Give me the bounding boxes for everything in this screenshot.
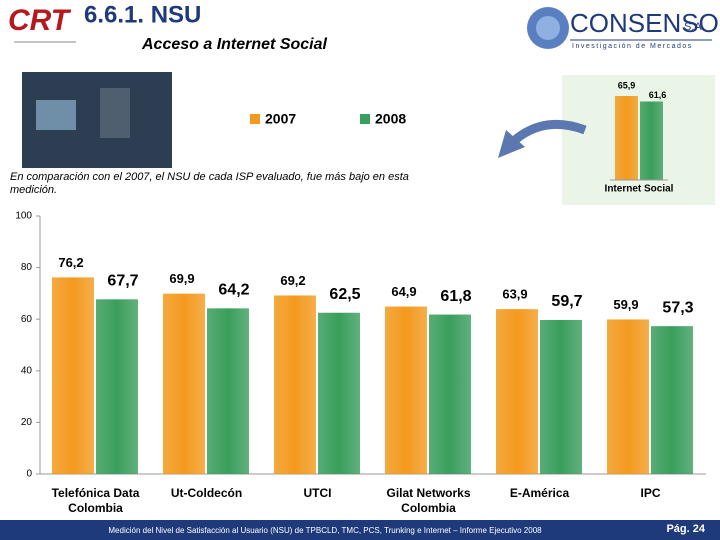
value-label: 61,6 — [649, 90, 667, 100]
photo-detail — [100, 88, 130, 138]
value-label: 67,7 — [107, 273, 138, 290]
x-tick-label: Gilat Networks Colombia — [386, 486, 471, 515]
page-number: Pág. 24 — [666, 523, 705, 535]
bar — [207, 308, 249, 474]
logo-right-suffix: S.A — [684, 21, 702, 33]
subtitle: Acceso a Internet Social — [141, 36, 328, 53]
legend-swatch — [250, 114, 260, 124]
bar — [385, 306, 427, 474]
bar — [540, 319, 582, 474]
footer-bar — [0, 520, 720, 540]
value-label: 57,3 — [662, 299, 693, 316]
value-label: 64,2 — [218, 282, 249, 299]
x-tick-label: UTCI — [303, 486, 332, 500]
y-tick-label: 20 — [21, 417, 33, 428]
value-label: 65,9 — [618, 80, 636, 90]
y-tick-label: 60 — [21, 314, 33, 325]
photo-detail — [36, 100, 76, 130]
value-label: 69,2 — [280, 273, 305, 288]
y-tick-label: 80 — [21, 262, 33, 273]
bar — [429, 314, 471, 474]
value-label: 59,7 — [551, 293, 582, 310]
value-label: 62,5 — [329, 286, 360, 303]
x-tick-label: E-América — [509, 486, 570, 500]
legend-swatch — [360, 114, 370, 124]
x-tick-label: Telefónica Data Colombia — [51, 486, 140, 515]
value-label: 59,9 — [613, 297, 638, 312]
value-label: 69,9 — [169, 271, 194, 286]
bar — [52, 277, 94, 474]
value-label: 76,2 — [58, 255, 83, 270]
legend-label: 2008 — [375, 111, 406, 127]
arrow — [512, 119, 587, 144]
bar — [615, 96, 638, 180]
bar — [607, 319, 649, 474]
x-tick-label: IPC — [640, 486, 661, 500]
footer-text: Medición del Nivel de Satisfacción al Us… — [108, 526, 542, 535]
bar — [318, 312, 360, 474]
x-tick-label: Ut-Coldecón — [170, 486, 243, 500]
arrow-head — [498, 130, 525, 158]
y-tick-label: 100 — [15, 211, 32, 222]
bar — [496, 309, 538, 474]
bar — [640, 101, 663, 180]
bar — [96, 299, 138, 474]
y-tick-label: 0 — [26, 469, 32, 480]
bar — [163, 293, 205, 474]
logo-right: CONSENSO — [570, 8, 719, 38]
value-label: 63,9 — [502, 287, 527, 302]
inset-background — [562, 75, 715, 205]
x-tick-label: Internet Social — [605, 184, 674, 195]
value-label: 61,8 — [440, 288, 471, 305]
logo-left: CRT — [8, 4, 72, 37]
logo-right-tagline: Investigación de Mercados — [572, 43, 693, 50]
title: 6.6.1. NSU — [84, 1, 201, 28]
bar — [651, 326, 693, 474]
y-tick-label: 40 — [21, 365, 33, 376]
bar — [274, 295, 316, 474]
note: En comparación con el 2007, el NSU de ca… — [10, 171, 409, 196]
value-label: 64,9 — [391, 284, 416, 299]
legend-label: 2007 — [265, 111, 296, 127]
logo-globe-inner — [536, 16, 560, 40]
